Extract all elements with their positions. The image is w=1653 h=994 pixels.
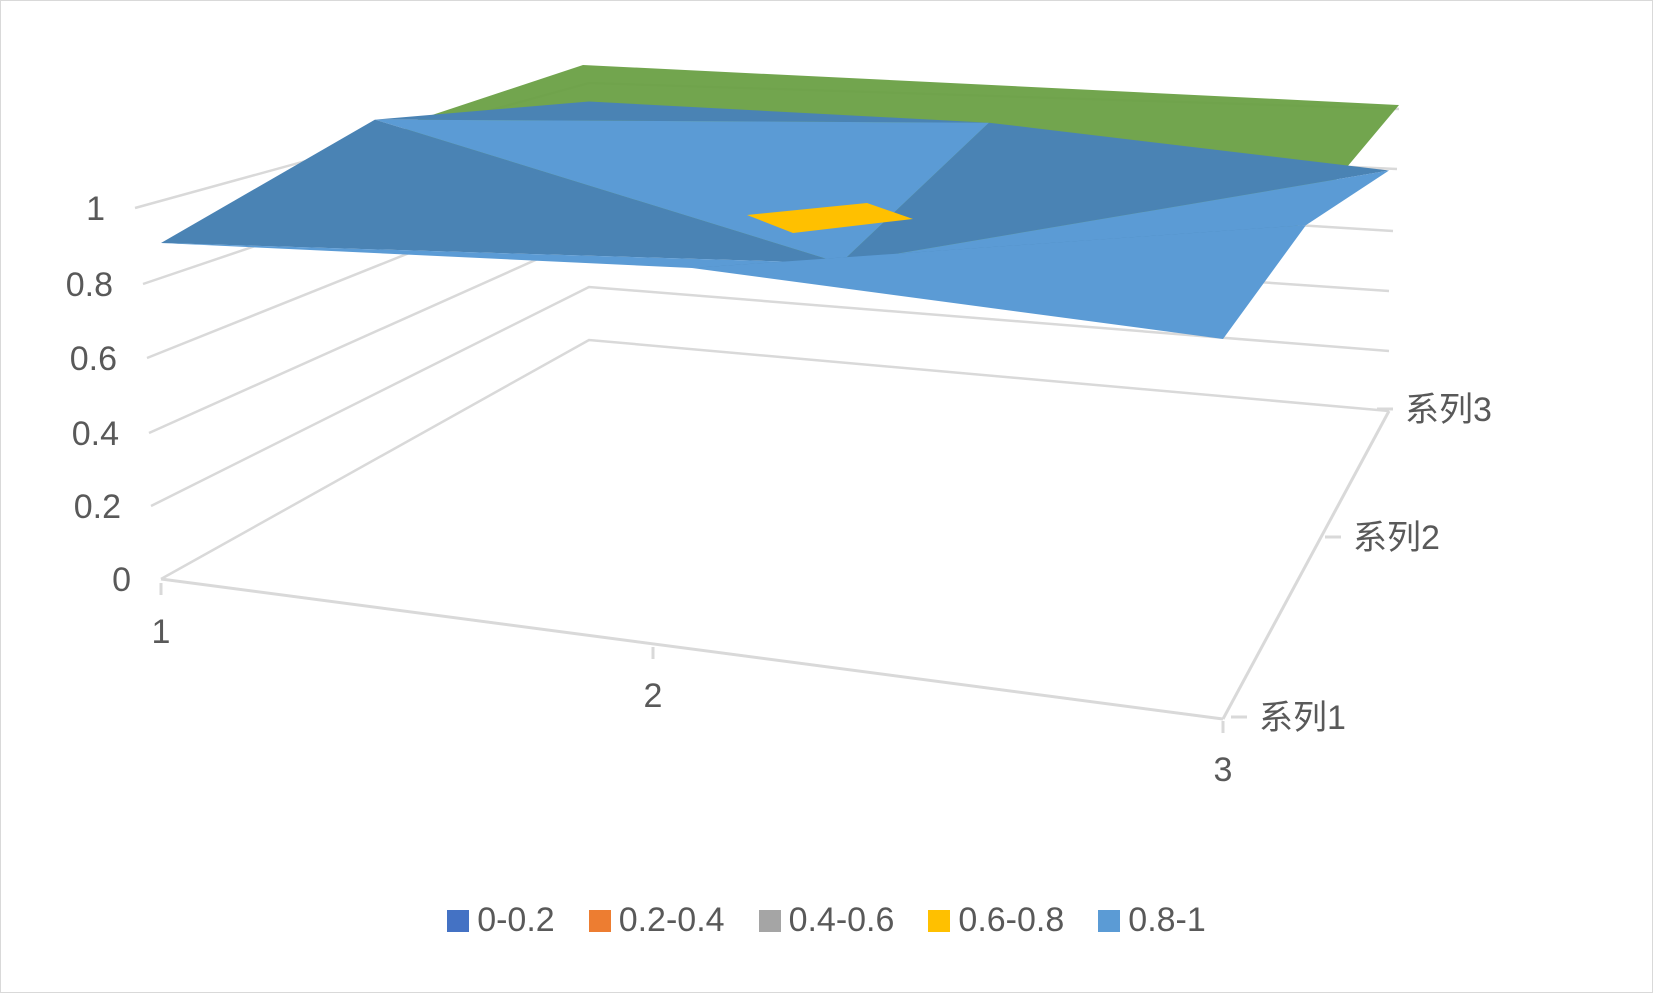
legend-swatch	[928, 910, 950, 932]
gridline	[161, 340, 1389, 579]
series-label: 系列3	[1405, 391, 1492, 429]
legend-label: 0-0.2	[477, 901, 555, 940]
legend-label: 0.6-0.8	[958, 901, 1064, 940]
z-tick-label: 0.8	[66, 266, 113, 304]
legend-item-0.8-1: 0.8-1	[1098, 901, 1206, 940]
legend-label: 0.2-0.4	[619, 901, 725, 940]
series-label: 系列1	[1259, 699, 1346, 737]
z-tick-label: 0	[112, 561, 131, 599]
x-tick-label: 2	[644, 677, 663, 715]
z-tick-label: 0.2	[74, 488, 121, 526]
x-tick-label: 3	[1214, 751, 1233, 789]
legend-swatch	[447, 910, 469, 932]
legend-swatch	[759, 910, 781, 932]
chart-legend: 0-0.2 0.2-0.4 0.4-0.6 0.6-0.8 0.8-1	[1, 901, 1652, 940]
legend-label: 0.8-1	[1128, 901, 1206, 940]
z-tick-label: 1	[86, 190, 105, 228]
legend-swatch	[589, 910, 611, 932]
legend-item-0-0.2: 0-0.2	[447, 901, 555, 940]
floor-front-edge	[161, 579, 1223, 719]
z-tick-label: 0.6	[70, 340, 117, 378]
legend-label: 0.4-0.6	[789, 901, 895, 940]
legend-item-0.2-0.4: 0.2-0.4	[589, 901, 725, 940]
legend-item-0.6-0.8: 0.6-0.8	[928, 901, 1064, 940]
legend-item-0.4-0.6: 0.4-0.6	[759, 901, 895, 940]
z-tick-label: 0.4	[72, 415, 119, 453]
legend-swatch	[1098, 910, 1120, 932]
x-tick-label: 1	[152, 613, 171, 651]
series-label: 系列2	[1353, 519, 1440, 557]
floor-right-edge	[1223, 411, 1389, 719]
